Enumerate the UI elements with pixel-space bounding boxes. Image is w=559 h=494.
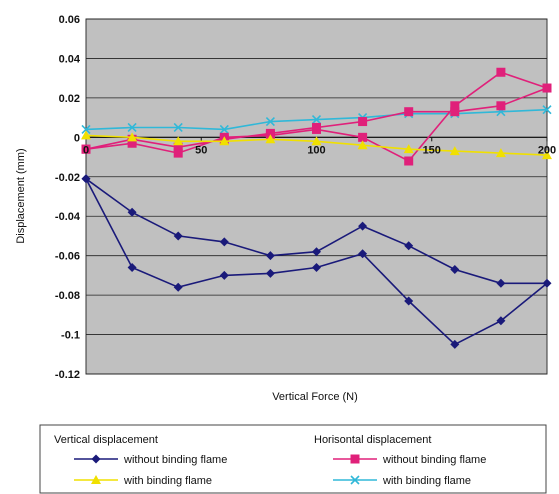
data-point: [173, 148, 183, 158]
y-tick-label: -0.06: [55, 251, 80, 263]
data-point: [542, 278, 552, 288]
data-point: [311, 115, 322, 125]
data-point: [358, 132, 368, 142]
legend-entries: without binding flame with binding flame w…: [74, 454, 486, 487]
data-point: [357, 140, 368, 150]
data-point: [265, 134, 276, 144]
y-tick-label: -0.12: [55, 369, 80, 381]
data-point: [542, 105, 552, 115]
x-tick-label: 100: [307, 144, 325, 156]
data-point: [173, 136, 184, 146]
data-point: [81, 174, 91, 184]
data-point: [542, 150, 552, 160]
data-point: [449, 146, 460, 156]
data-point: [542, 83, 552, 93]
data-point: [81, 144, 91, 154]
legend-label: with binding flame: [123, 475, 212, 487]
data-point: [496, 278, 506, 288]
x-axis-title: Vertical Force (N): [272, 391, 358, 403]
data-point: [265, 251, 275, 261]
legend-entry: without binding flame: [333, 454, 486, 466]
data-point: [265, 128, 275, 138]
data-point: [312, 263, 321, 272]
data-point: [404, 241, 414, 251]
legend-label: with binding flame: [382, 475, 471, 487]
data-point: [265, 268, 275, 278]
data-point: [495, 148, 506, 158]
data-point: [312, 247, 321, 257]
legend-marker: [91, 475, 101, 484]
x-origin-label: 0: [83, 144, 89, 156]
legend-marker: [350, 475, 360, 485]
legend-box: [39, 424, 547, 494]
legend: Vertical displacement Horisontal displac…: [39, 424, 547, 494]
series-1: [81, 130, 552, 160]
data-point: [450, 264, 460, 274]
x-tick-label: 50: [195, 144, 207, 156]
data-point: [311, 136, 322, 146]
legend-entry: with binding flame: [74, 475, 212, 487]
data-point: [81, 130, 91, 140]
data-point: [81, 124, 91, 135]
data-point: [496, 101, 506, 111]
data-point: [358, 221, 368, 231]
y-tick-label: -0.1: [61, 330, 80, 342]
y-tick-label: -0.04: [55, 211, 81, 223]
data-point: [450, 107, 460, 117]
tick-labels: 0.06 0.04 0.02 0 -0.02 -0.04 -0.06 -0.08 -0.1 -0.…: [55, 14, 556, 381]
data-point: [312, 122, 321, 132]
legend-group-title-vertical: Vertical displacement: [54, 434, 158, 446]
y-tick-label: 0.04: [59, 53, 81, 65]
data-point: [173, 282, 183, 292]
legend-label: without binding flame: [123, 454, 227, 466]
data-point: [173, 231, 183, 241]
data-point: [219, 270, 229, 280]
x-tick-label: 150: [423, 144, 441, 156]
y-tick-label: 0: [74, 132, 80, 144]
data-point: [496, 67, 506, 77]
legend-group-title-horizontal: Horisontal displacement: [314, 434, 431, 446]
data-point: [496, 316, 506, 326]
data-point: [173, 122, 183, 133]
data-point: [358, 249, 368, 259]
data-point: [450, 339, 460, 349]
data-point: [358, 117, 368, 127]
series-2: [81, 67, 552, 166]
y-tick-label: -0.08: [55, 290, 80, 302]
y-tick-label: -0.02: [55, 172, 80, 184]
data-point: [219, 136, 230, 146]
legend-entry: with binding flame: [333, 475, 471, 487]
data-point: [403, 144, 414, 154]
data-point: [127, 263, 137, 272]
data-point: [127, 207, 137, 217]
data-point: [127, 132, 138, 142]
legend-marker: [350, 454, 360, 464]
data-point: [219, 237, 229, 247]
series-3: [81, 105, 552, 135]
data-point: [127, 122, 137, 133]
data-point: [404, 296, 414, 306]
x-tick-label: 200: [538, 144, 556, 156]
legend-entry: without binding flame: [74, 454, 227, 466]
data-point: [219, 124, 229, 135]
data-point: [173, 142, 183, 152]
y-axis-title: Displacement (mm): [15, 148, 27, 243]
series-layer: [81, 67, 552, 349]
data-point: [404, 107, 414, 117]
legend-marker: [91, 454, 101, 464]
legend-label: without binding flame: [382, 454, 486, 466]
y-tick-label: 0.06: [59, 14, 80, 26]
series-0: [81, 174, 552, 349]
data-point: [404, 156, 414, 166]
data-point: [450, 101, 460, 111]
data-point: [265, 116, 275, 127]
y-tick-label: 0.02: [59, 93, 80, 105]
plot-area: [85, 18, 548, 375]
